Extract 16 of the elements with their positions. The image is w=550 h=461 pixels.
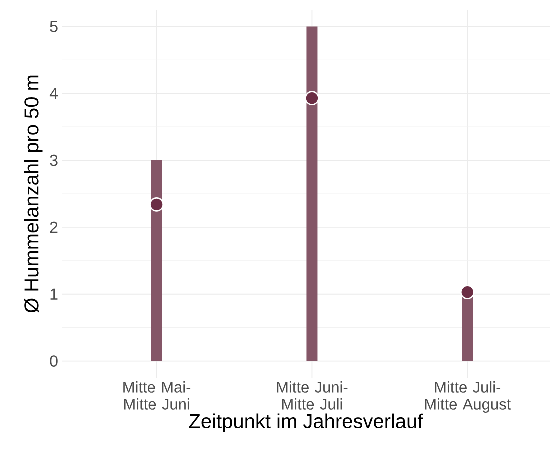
point xyxy=(150,198,164,212)
x-tick-label: Mitte Juni- Mitte Juli xyxy=(277,382,348,410)
y-tick-label: 3 xyxy=(50,154,58,166)
bar xyxy=(151,160,162,362)
bar xyxy=(306,26,318,362)
point xyxy=(305,91,320,106)
y-tick-label: 5 xyxy=(50,21,58,32)
y-tick-label: 2 xyxy=(50,222,58,234)
y-axis-title: Ø Hummelanzahl pro 50 m xyxy=(24,76,43,313)
x-axis-title: Zeitpunkt im Jahresverlauf xyxy=(189,414,424,432)
point xyxy=(460,285,475,300)
x-tick-label: Mitte Juli- Mitte August xyxy=(425,382,512,413)
y-tick-label: 0 xyxy=(50,356,58,367)
y-tick-label: 4 xyxy=(50,88,58,100)
x-tick-label: Mitte Mai- Mitte Juni xyxy=(124,382,191,410)
y-tick-label: 1 xyxy=(50,288,58,300)
